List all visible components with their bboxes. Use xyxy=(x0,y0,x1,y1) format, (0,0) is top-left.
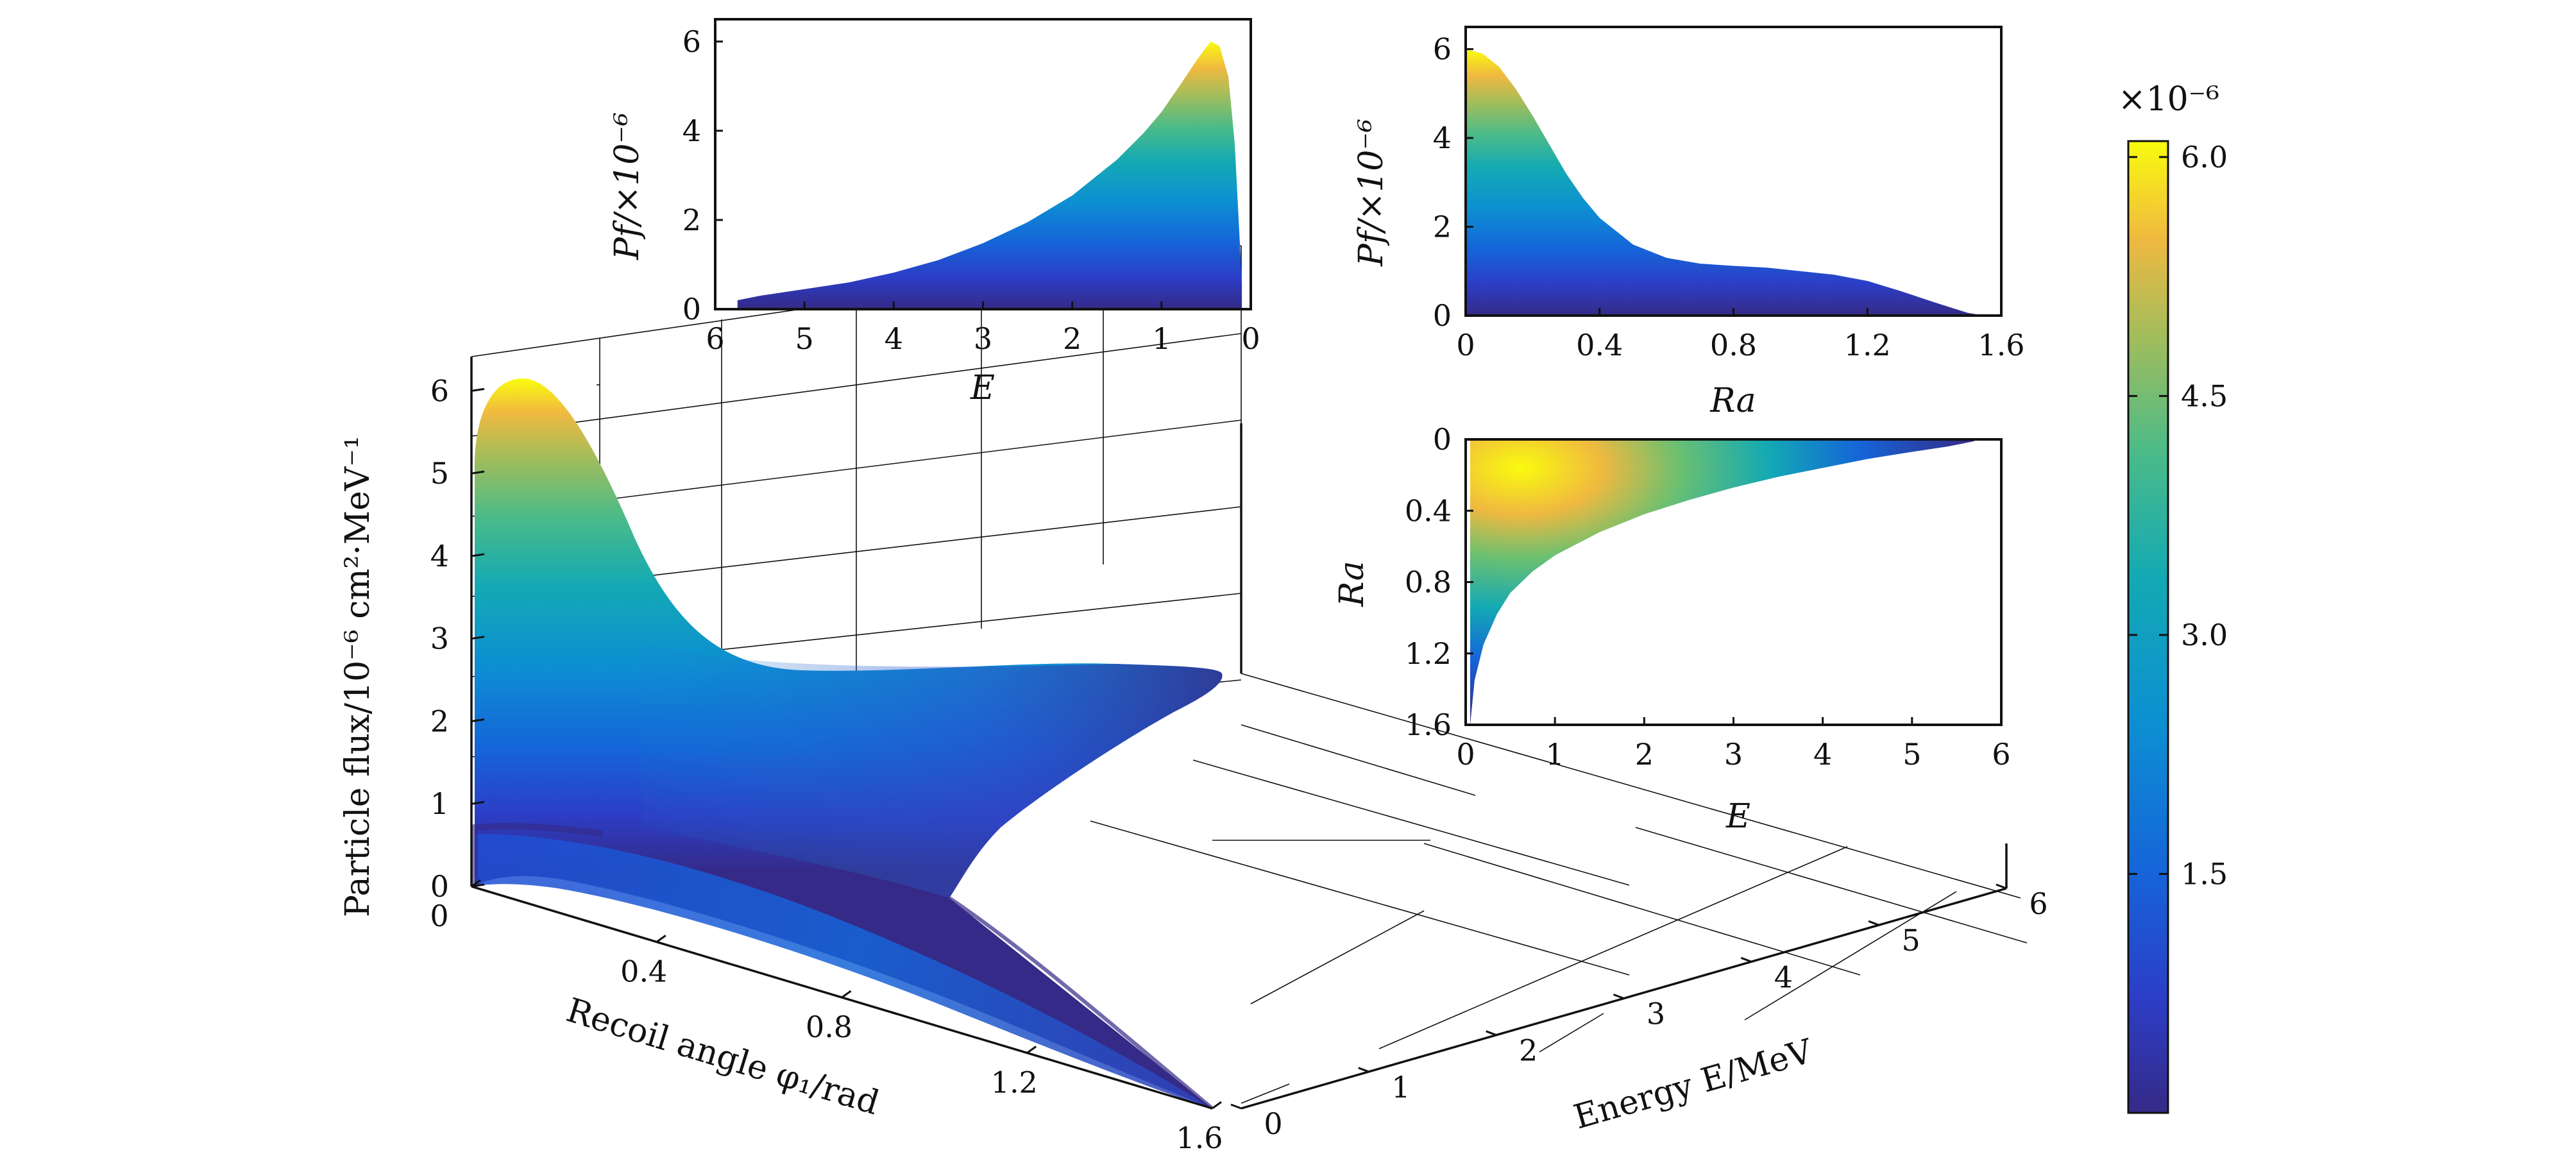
bottom-right-plot: 0 1 2 3 4 5 6 0 0.4 0.8 1.2 1.6 E Ra xyxy=(1333,422,2011,836)
z-tick: 3 xyxy=(430,622,449,656)
y-tick-labels: 0 1 2 3 4 5 6 xyxy=(1264,886,2047,1141)
top-right-area xyxy=(1466,49,1985,316)
bottom-right-heatmap xyxy=(1470,439,1975,725)
z-tick: 6 xyxy=(430,373,449,408)
colorbar-exponent: ×10⁻⁶ xyxy=(2118,80,2219,119)
colorbar-tick: 1.5 xyxy=(2181,856,2228,891)
top-right-y-tick: 4 xyxy=(1433,121,1452,155)
top-left-y-tick: 4 xyxy=(682,114,701,148)
bottom-right-y-label: Ra xyxy=(1333,561,1371,607)
top-left-x-tick: 2 xyxy=(1063,321,1081,356)
bottom-right-y-tick: 0.4 xyxy=(1405,493,1452,528)
surface-plot: 0 1 2 3 4 5 6 0 0.4 0.8 1.2 1.6 0 1 2 3 4 5 6 Particle f… xyxy=(339,245,2048,1152)
z-axis-label: Particle flux/10⁻⁶ cm²·MeV⁻¹ xyxy=(339,436,377,917)
top-right-y-tick: 0 xyxy=(1433,298,1452,333)
top-left-y-ticks: 0 2 4 6 xyxy=(682,24,723,326)
top-right-x-ticks: 0 0.4 0.8 1.2 1.6 xyxy=(1456,308,2025,362)
top-right-x-tick: 0 xyxy=(1456,328,1475,362)
bottom-right-x-tick: 2 xyxy=(1635,737,1654,772)
top-left-x-label: E xyxy=(970,369,995,407)
top-right-x-tick: 0.8 xyxy=(1710,328,1757,362)
colorbar-tick: 6.0 xyxy=(2181,140,2228,174)
x-tick: 0.4 xyxy=(620,954,667,989)
top-right-x-tick: 1.6 xyxy=(1978,328,2024,362)
top-right-y-label: Pf/×10⁻⁶ xyxy=(1352,119,1391,267)
top-left-y-tick: 6 xyxy=(682,24,701,59)
top-left-x-ticks: 6 5 4 3 2 1 0 xyxy=(706,301,1260,356)
top-left-y-tick: 0 xyxy=(682,292,701,326)
colorbar-tick: 3.0 xyxy=(2181,618,2228,652)
y-tick: 1 xyxy=(1391,1070,1410,1105)
top-right-x-label: Ra xyxy=(1709,382,1756,420)
bottom-right-y-ticks: 0 0.4 0.8 1.2 1.6 xyxy=(1405,422,1473,742)
colorbar: 1.5 3.0 4.5 6.0 ×10⁻⁶ xyxy=(2118,80,2228,1114)
top-left-x-tick: 5 xyxy=(795,321,814,356)
z-tick: 4 xyxy=(430,539,449,573)
top-left-x-tick: 0 xyxy=(1241,321,1260,356)
top-right-y-tick: 6 xyxy=(1433,32,1452,67)
y-tick: 6 xyxy=(2029,886,2047,921)
top-right-x-tick: 1.2 xyxy=(1844,328,1891,362)
z-tick: 1 xyxy=(430,786,449,821)
x-tick: 1.2 xyxy=(991,1065,1038,1100)
bottom-right-y-tick: 0 xyxy=(1433,422,1452,457)
colorbar-ticks: 1.5 3.0 4.5 6.0 xyxy=(2128,140,2228,891)
bottom-right-y-tick: 1.6 xyxy=(1405,707,1452,742)
bottom-right-x-tick: 5 xyxy=(1902,737,1921,772)
colorbar-ramp xyxy=(2127,140,2169,1114)
colorbar-tick: 4.5 xyxy=(2181,378,2228,413)
top-left-x-tick: 4 xyxy=(885,321,903,356)
surface-axes xyxy=(470,357,2008,1110)
bottom-right-x-tick: 6 xyxy=(1992,737,2010,772)
z-tick: 0 xyxy=(430,869,449,904)
bottom-right-x-tick: 3 xyxy=(1724,737,1743,772)
top-left-plot: 6 5 4 3 2 1 0 0 2 4 6 E Pf/×10⁻⁶ xyxy=(608,18,1260,407)
y-tick: 2 xyxy=(1519,1033,1538,1068)
y-tick: 3 xyxy=(1647,997,1665,1031)
y-tick: 0 xyxy=(1264,1106,1282,1141)
top-left-y-label: Pf/×10⁻⁶ xyxy=(608,112,647,260)
surface-mesh xyxy=(471,378,1223,1110)
z-tick-labels: 0 1 2 3 4 5 6 xyxy=(430,373,449,904)
top-left-y-tick: 2 xyxy=(682,203,701,237)
bottom-right-x-tick: 4 xyxy=(1813,737,1832,772)
z-tick: 2 xyxy=(430,704,449,738)
bottom-right-x-tick: 0 xyxy=(1456,737,1475,772)
top-right-y-ticks: 0 2 4 6 xyxy=(1433,32,1473,333)
x-tick: 0.8 xyxy=(806,1010,852,1044)
x-tick: 0 xyxy=(430,899,448,933)
y-tick: 4 xyxy=(1774,960,1793,994)
bottom-right-x-tick: 1 xyxy=(1546,737,1564,772)
bottom-right-y-tick: 1.2 xyxy=(1405,636,1452,671)
top-left-x-tick: 6 xyxy=(706,321,724,356)
bottom-right-x-ticks: 0 1 2 3 4 5 6 xyxy=(1456,717,2011,772)
y-tick: 5 xyxy=(1902,923,1920,958)
top-right-plot: 0 0.4 0.8 1.2 1.6 0 2 4 6 Ra Pf/×10⁻⁶ xyxy=(1352,26,2025,420)
y-axis-label: Energy E/MeV xyxy=(1570,1032,1817,1137)
x-tick-labels: 0 0.4 0.8 1.2 1.6 xyxy=(430,899,1223,1152)
z-tick: 5 xyxy=(430,456,449,491)
top-left-area xyxy=(737,41,1242,310)
top-right-x-tick: 0.4 xyxy=(1576,328,1623,362)
bottom-right-y-tick: 0.8 xyxy=(1405,565,1452,600)
x-tick: 1.6 xyxy=(1176,1121,1223,1152)
top-left-x-tick: 3 xyxy=(974,321,992,356)
top-right-y-tick: 2 xyxy=(1433,210,1452,244)
top-left-x-tick: 1 xyxy=(1152,321,1171,356)
bottom-right-x-label: E xyxy=(1725,797,1750,836)
